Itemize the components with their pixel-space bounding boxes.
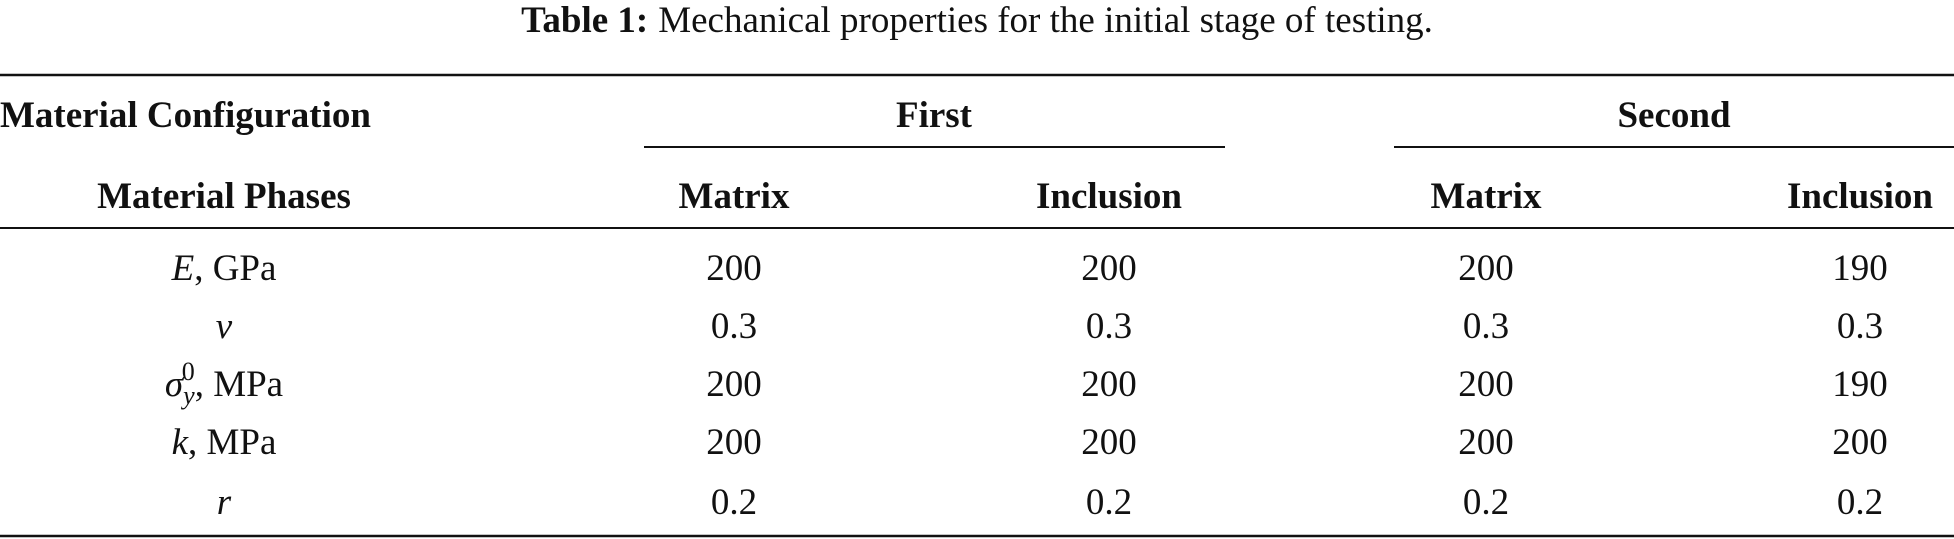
phase-header: Inclusion xyxy=(1787,176,1933,217)
cell: 200 xyxy=(1081,248,1137,289)
caption: Table 1: Mechanical properties for the in… xyxy=(521,0,1433,41)
unit: , GPa xyxy=(194,248,276,289)
cell: 0.2 xyxy=(1837,482,1883,523)
cell: 190 xyxy=(1832,248,1888,289)
cell: 200 xyxy=(706,248,762,289)
phase-header: Matrix xyxy=(1431,176,1542,217)
cell: 0.3 xyxy=(1086,306,1132,347)
row-label: k, MPa xyxy=(172,422,277,463)
cell: 200 xyxy=(706,364,762,405)
phase-label: Material Phases xyxy=(97,176,351,217)
group-label: Material Configuration xyxy=(0,95,371,136)
group-header: First xyxy=(896,95,973,136)
cell: 0.2 xyxy=(1086,482,1132,523)
cell: 200 xyxy=(1458,248,1514,289)
phase-header: Inclusion xyxy=(1036,176,1182,217)
cell: 0.3 xyxy=(1837,306,1883,347)
cell: 0.3 xyxy=(711,306,757,347)
caption-label: Table 1: xyxy=(521,0,648,41)
cell: 0.3 xyxy=(1463,306,1509,347)
cell: 200 xyxy=(1832,422,1888,463)
row-label: E, GPa xyxy=(171,248,277,289)
phase-header: Matrix xyxy=(679,176,790,217)
symbol: σ xyxy=(165,364,185,405)
cell: 190 xyxy=(1832,364,1888,405)
cell: 200 xyxy=(1081,422,1137,463)
subscript: y xyxy=(180,381,195,410)
phase-headers: Matrix Inclusion Matrix Inclusion xyxy=(679,176,1934,217)
symbol: k xyxy=(172,422,189,463)
unit: , MPa xyxy=(188,422,276,463)
group-header: Second xyxy=(1617,95,1731,136)
symbol: E xyxy=(171,248,195,289)
cell: 200 xyxy=(1458,422,1514,463)
row-label: r xyxy=(217,482,232,523)
unit: , MPa xyxy=(195,364,283,405)
cell: 200 xyxy=(1458,364,1514,405)
cell: 0.2 xyxy=(711,482,757,523)
row-label: ν xyxy=(216,306,233,347)
superscript: 0 xyxy=(182,357,195,386)
cell: 200 xyxy=(706,422,762,463)
caption-text: Mechanical properties for the initial st… xyxy=(658,0,1433,41)
symbol: ν xyxy=(216,306,233,347)
cell: 0.2 xyxy=(1463,482,1509,523)
row-label: σy0, MPa xyxy=(165,357,283,410)
symbol: r xyxy=(217,482,232,523)
cell: 200 xyxy=(1081,364,1137,405)
